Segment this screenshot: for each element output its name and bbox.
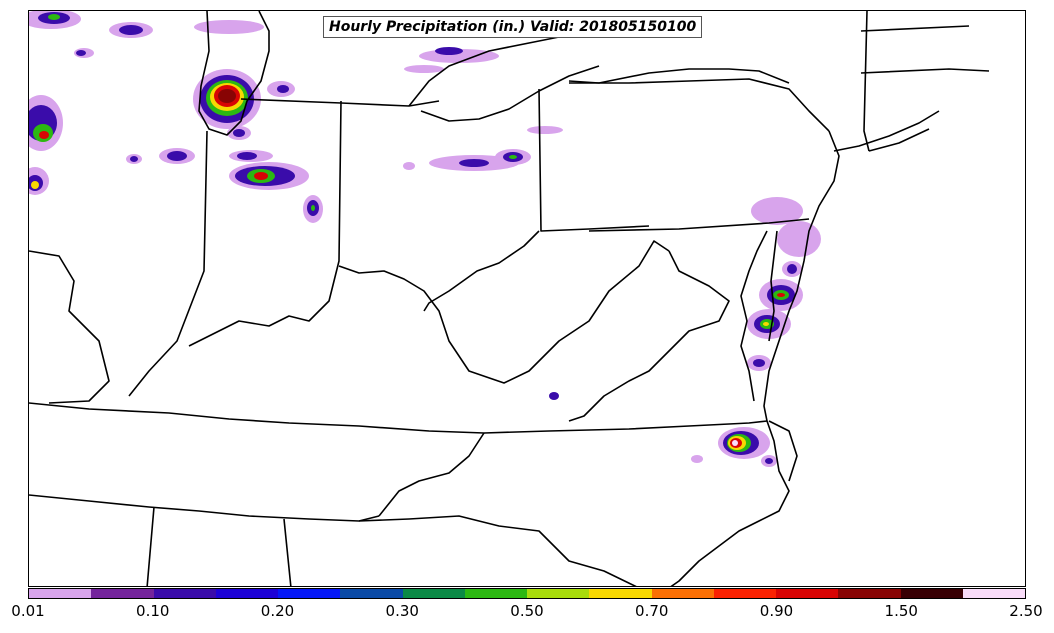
colorbar-segment [29, 589, 92, 598]
precip-cell [403, 47, 563, 171]
precip-cell [126, 148, 323, 223]
colorbar-segment [589, 589, 652, 598]
colorbar-segment [776, 589, 839, 598]
precip-cell [29, 95, 63, 195]
colorbar-segment [651, 589, 714, 598]
colorbar-segment [527, 589, 590, 598]
colorbar-segment [464, 589, 527, 598]
colorbar-label: 0.30 [385, 602, 419, 620]
colorbar-labels: 0.01 0.10 0.20 0.30 0.50 0.70 0.90 1.50 2.50 [0, 600, 1054, 624]
precip-cell [193, 69, 295, 140]
colorbar-label: 0.01 [11, 602, 45, 620]
colorbar-segment [713, 589, 776, 598]
precip-cell [691, 427, 777, 467]
colorbar-segment [900, 589, 963, 598]
colorbar-segment [340, 589, 403, 598]
colorbar-label: 0.90 [759, 602, 794, 620]
colorbar-label: 1.50 [884, 602, 918, 620]
colorbar-segment [838, 589, 901, 598]
colorbar-segment [278, 589, 341, 598]
precip-cell [74, 20, 264, 58]
colorbar-label: 2.50 [1009, 602, 1043, 620]
colorbar-label: 0.20 [260, 602, 295, 620]
colorbar-label: 0.10 [136, 602, 170, 620]
precipitation-map [29, 11, 990, 586]
map-frame: Hourly Precipitation (in.) Valid: 201805… [28, 10, 1026, 587]
precip-cell [29, 11, 81, 29]
precip-cell [109, 22, 153, 38]
precipitation-layer [29, 11, 821, 467]
colorbar-segment [962, 589, 1025, 598]
colorbar-label: 0.70 [635, 602, 669, 620]
colorbar [28, 588, 1026, 599]
map-title: Hourly Precipitation (in.) Valid: 201805… [323, 16, 703, 38]
state-borders [29, 11, 990, 586]
colorbar-segment [215, 589, 278, 598]
colorbar-label: 0.50 [510, 602, 544, 620]
precip-cell [549, 197, 821, 400]
colorbar-segment [402, 589, 465, 598]
colorbar-segment [153, 589, 216, 598]
colorbar-segment [91, 589, 154, 598]
